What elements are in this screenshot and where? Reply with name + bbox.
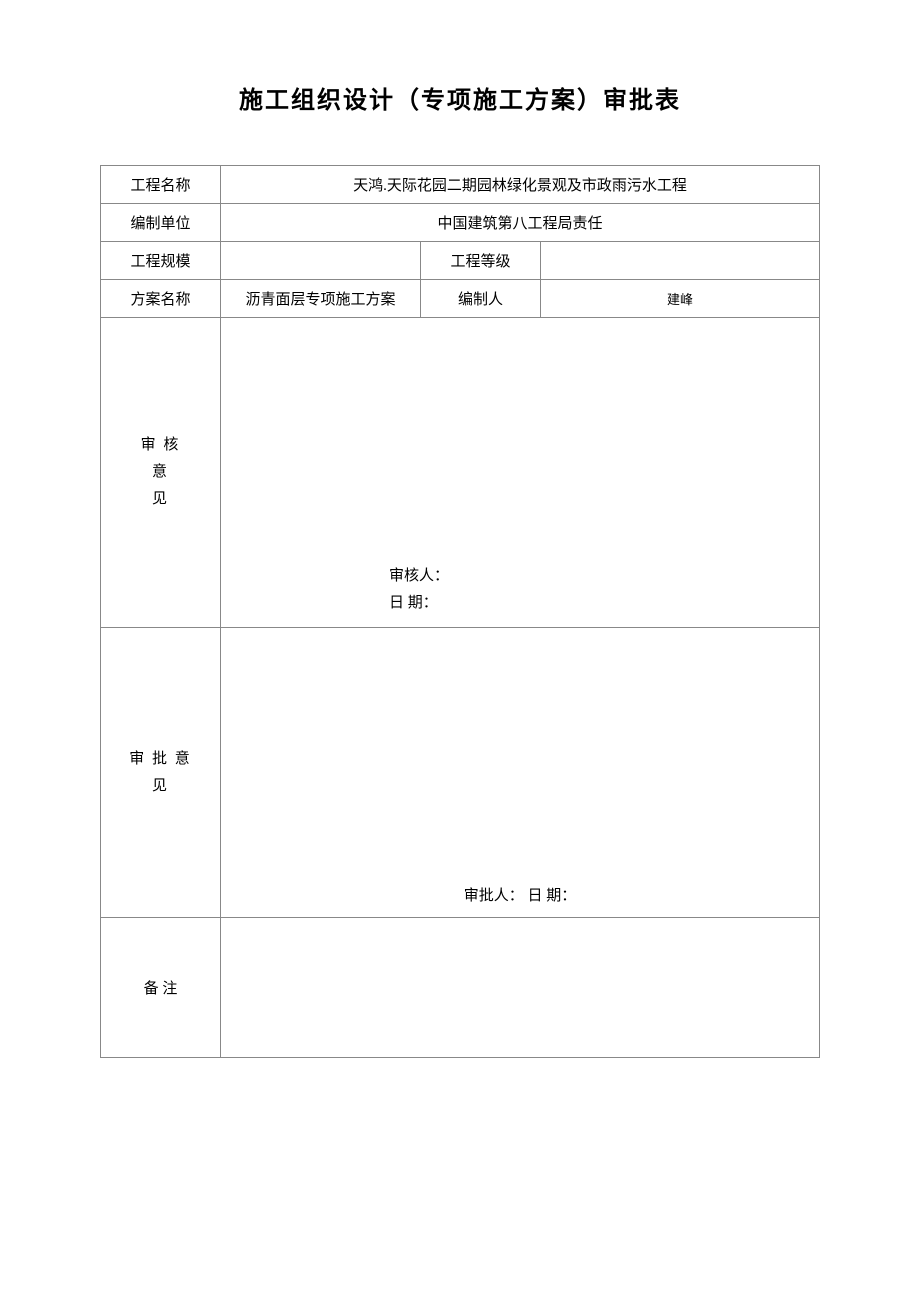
label-compile-unit: 编制单位 — [101, 204, 221, 242]
row-project-scale-grade: 工程规模 工程等级 — [101, 242, 820, 280]
row-review-opinion: 审 核 意 见 审核人： 日 期： — [101, 318, 820, 628]
label-approval-opinion: 审 批 意 见 — [101, 628, 221, 918]
value-project-scale — [221, 242, 421, 280]
approval-label-line1: 审 批 意 — [129, 751, 192, 767]
value-plan-name: 沥青面层专项施工方案 — [221, 280, 421, 318]
value-compile-unit: 中国建筑第八工程局责任 — [221, 204, 820, 242]
label-plan-name: 方案名称 — [101, 280, 221, 318]
reviewer-label: 审核人： — [389, 563, 811, 590]
page-title: 施工组织设计（专项施工方案）审批表 — [100, 80, 820, 115]
label-project-scale: 工程规模 — [101, 242, 221, 280]
approval-label-line2: 见 — [152, 778, 169, 794]
label-project-grade: 工程等级 — [421, 242, 541, 280]
row-project-name: 工程名称 天鸿.天际花园二期园林绿化景观及市政雨污水工程 — [101, 166, 820, 204]
label-project-name: 工程名称 — [101, 166, 221, 204]
review-content-area: 审核人： 日 期： — [221, 318, 820, 628]
row-approval-opinion: 审 批 意 见 审批人： 日 期： — [101, 628, 820, 918]
review-date-label: 日 期： — [389, 590, 811, 617]
label-notes: 备 注 — [101, 918, 221, 1058]
review-label-line1: 审 核 — [141, 437, 181, 453]
label-review-opinion: 审 核 意 见 — [101, 318, 221, 628]
label-compiler: 编制人 — [421, 280, 541, 318]
value-project-name: 天鸿.天际花园二期园林绿化景观及市政雨污水工程 — [221, 166, 820, 204]
value-compiler: 建峰 — [541, 280, 820, 318]
row-plan-name-compiler: 方案名称 沥青面层专项施工方案 编制人 建峰 — [101, 280, 820, 318]
value-project-grade — [541, 242, 820, 280]
approval-content-area: 审批人： 日 期： — [221, 628, 820, 918]
review-label-line2: 意 — [152, 464, 169, 480]
row-notes: 备 注 — [101, 918, 820, 1058]
row-compile-unit: 编制单位 中国建筑第八工程局责任 — [101, 204, 820, 242]
approval-sign-text: 审批人： 日 期： — [464, 888, 577, 904]
approval-form-table: 工程名称 天鸿.天际花园二期园林绿化景观及市政雨污水工程 编制单位 中国建筑第八… — [100, 165, 820, 1058]
review-label-line3: 见 — [152, 491, 169, 507]
notes-content-area — [221, 918, 820, 1058]
